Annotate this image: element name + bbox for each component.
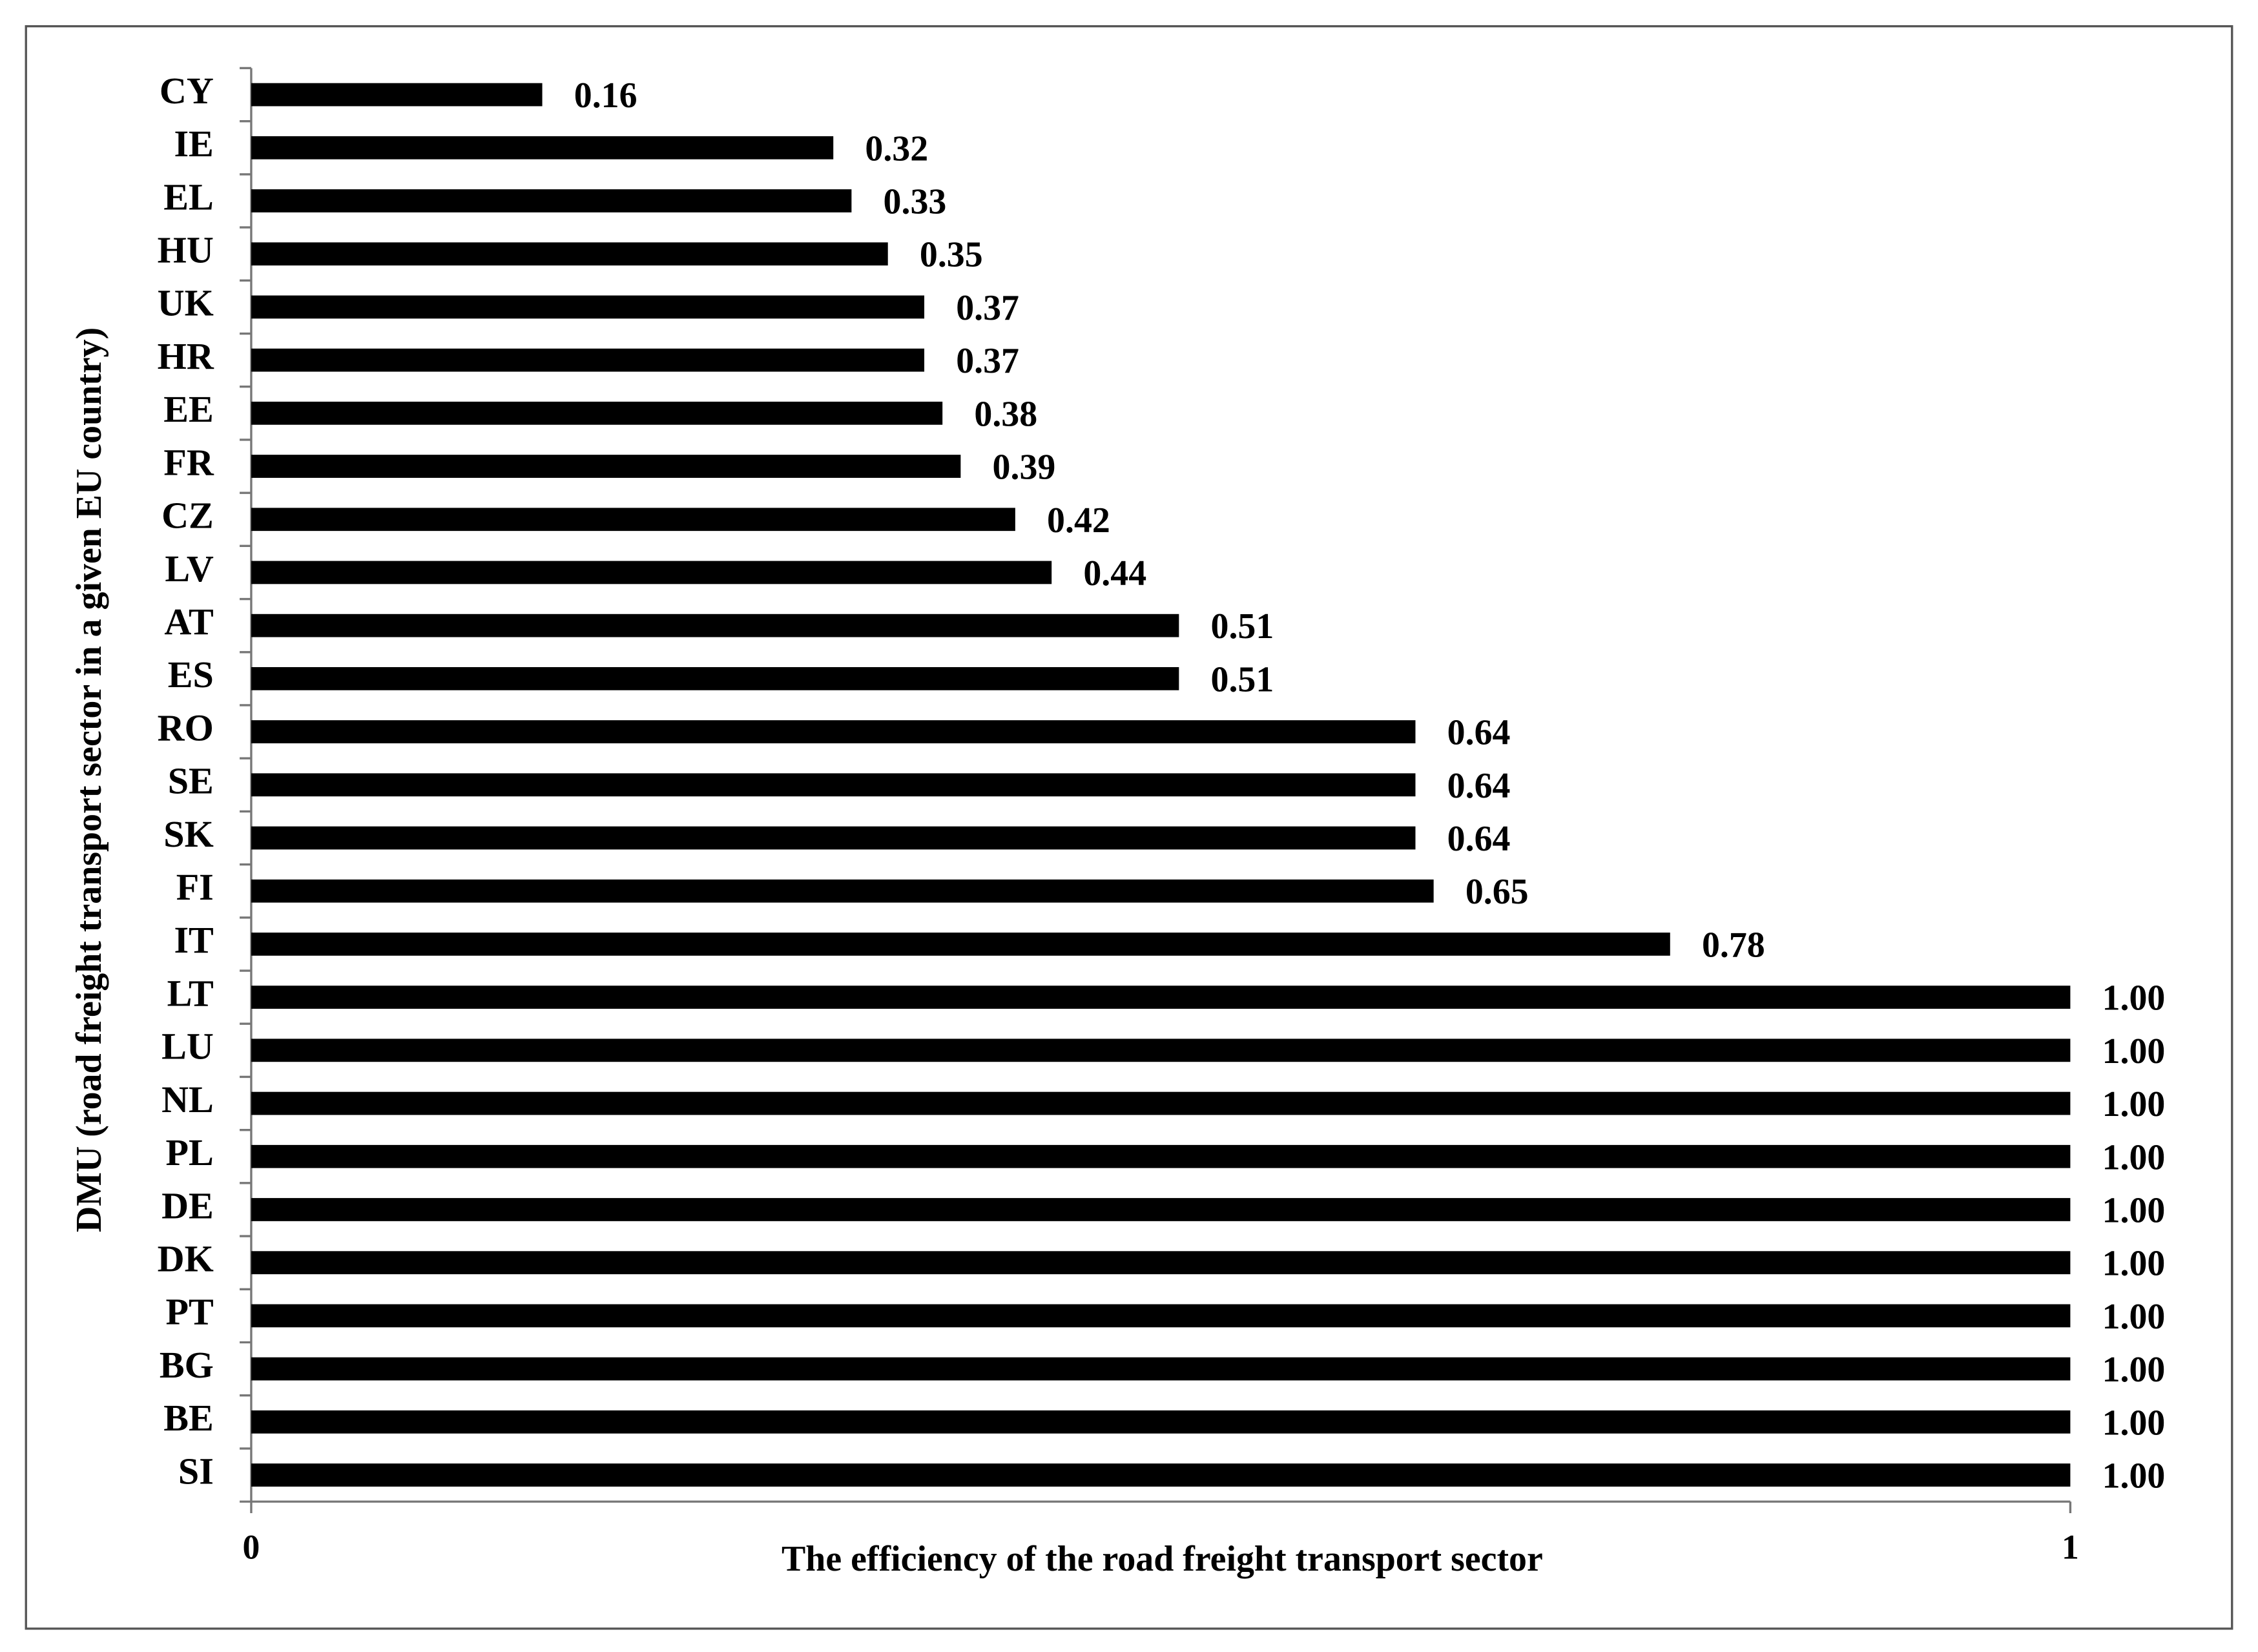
value-label: 0.64	[1447, 819, 1511, 859]
y-tick-label: HR	[158, 335, 214, 377]
bar	[251, 826, 1416, 850]
bar	[251, 189, 852, 212]
y-tick-label: CZ	[161, 495, 214, 537]
y-tick-label: RO	[158, 707, 214, 749]
y-tick-label: IE	[174, 123, 213, 165]
bar	[251, 666, 1179, 690]
value-label: 1.00	[2102, 978, 2166, 1018]
value-label: 0.64	[1447, 713, 1511, 753]
y-axis-title: DMU (road freight transport sector in a …	[69, 327, 109, 1232]
value-label: 0.42	[1047, 501, 1110, 541]
value-label: 0.39	[993, 448, 1056, 488]
value-label: 0.64	[1447, 766, 1511, 806]
y-tick-label: CY	[160, 70, 214, 112]
frame	[25, 25, 2233, 1630]
value-label: 0.44	[1083, 553, 1146, 594]
y-tick-label: PT	[166, 1291, 214, 1333]
value-label: 1.00	[2102, 1297, 2166, 1337]
value-label: 1.00	[2102, 1084, 2166, 1124]
y-tick-label: LV	[165, 548, 213, 590]
bar	[251, 561, 1052, 584]
value-label: 0.51	[1211, 606, 1274, 646]
x-tick-label: 1	[2062, 1527, 2079, 1566]
value-label: 1.00	[2102, 1244, 2166, 1284]
value-label: 1.00	[2102, 1137, 2166, 1177]
bar	[251, 614, 1179, 637]
bar	[251, 1038, 2071, 1062]
value-label: 1.00	[2102, 1456, 2166, 1496]
x-tick-label: 0	[243, 1527, 260, 1566]
value-label: 0.38	[974, 394, 1037, 434]
y-tick-label: BE	[163, 1397, 214, 1439]
y-tick-label: FI	[176, 866, 214, 908]
bar	[251, 1357, 2071, 1381]
value-label: 0.35	[920, 235, 983, 275]
value-label: 1.00	[2102, 1350, 2166, 1390]
bar	[251, 1463, 2071, 1487]
bar	[251, 1144, 2071, 1168]
y-tick-label: EE	[163, 388, 214, 430]
bar	[251, 1251, 2071, 1275]
y-tick-label: IT	[174, 919, 213, 961]
bar	[251, 1304, 2071, 1328]
value-label: 1.00	[2102, 1403, 2166, 1443]
value-label: 0.51	[1211, 659, 1274, 699]
y-tick-label: SK	[163, 813, 214, 855]
bar	[251, 455, 961, 478]
y-tick-label: HU	[158, 229, 214, 271]
y-tick-label: NL	[161, 1079, 214, 1120]
bar	[251, 348, 925, 372]
bar	[251, 1198, 2071, 1221]
y-tick-label: LT	[167, 972, 214, 1014]
value-label: 1.00	[2102, 1031, 2166, 1071]
value-label: 0.33	[884, 182, 947, 222]
bar	[251, 1410, 2071, 1434]
bar	[251, 136, 834, 160]
x-axis-title: The efficiency of the road freight trans…	[782, 1539, 1543, 1579]
bar	[251, 720, 1416, 743]
y-tick-label: DE	[161, 1184, 214, 1226]
bar	[251, 508, 1015, 532]
y-tick-label: EL	[163, 176, 214, 218]
y-tick-label: BG	[160, 1344, 214, 1386]
bar	[251, 986, 2071, 1009]
bar	[251, 1091, 2071, 1115]
value-label: 0.65	[1466, 872, 1529, 912]
y-tick-label: SE	[168, 760, 214, 802]
value-label: 1.00	[2102, 1191, 2166, 1231]
value-label: 0.37	[956, 341, 1019, 381]
y-tick-label: UK	[158, 282, 214, 324]
y-tick-label: FR	[163, 441, 214, 483]
value-label: 0.78	[1702, 925, 1765, 965]
bar	[251, 401, 943, 425]
bar	[251, 879, 1434, 903]
y-tick-label: DK	[158, 1238, 214, 1280]
y-tick-label: ES	[168, 654, 214, 696]
y-tick-label: SI	[178, 1450, 214, 1492]
value-label: 0.32	[865, 129, 928, 169]
value-label: 0.37	[956, 288, 1019, 328]
y-tick-label: PL	[166, 1131, 214, 1173]
y-tick-label: LU	[161, 1026, 214, 1068]
bar	[251, 933, 1670, 956]
y-tick-label: AT	[164, 601, 213, 643]
bar	[251, 242, 888, 266]
bar	[251, 295, 925, 319]
bar	[251, 773, 1416, 797]
value-label: 0.16	[574, 76, 637, 116]
bar	[251, 83, 543, 107]
